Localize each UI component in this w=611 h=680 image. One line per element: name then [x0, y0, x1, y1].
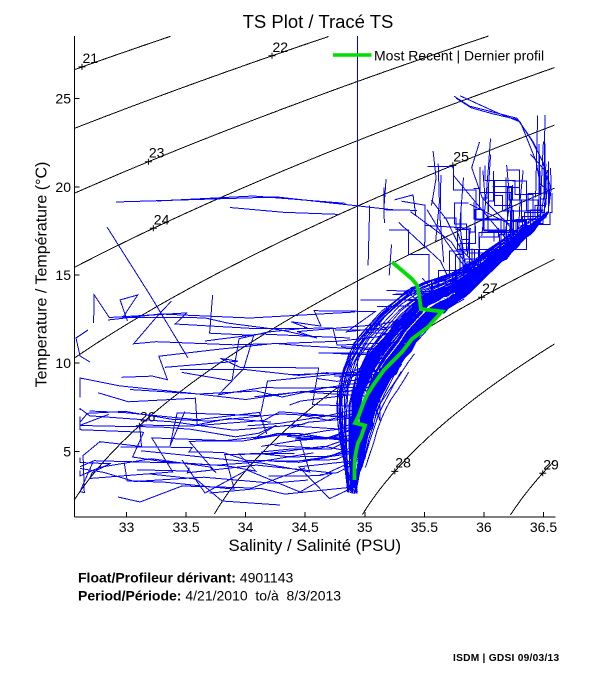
svg-text:ISDM | GDSI 09/03/13: ISDM | GDSI 09/03/13	[453, 653, 559, 664]
svg-text:23: 23	[149, 145, 165, 161]
svg-text:20: 20	[55, 179, 71, 195]
svg-text:24: 24	[154, 211, 170, 227]
svg-text:28: 28	[395, 454, 411, 470]
svg-text:Temperature / Température (°C): Temperature / Température (°C)	[34, 162, 51, 388]
svg-text:35.5: 35.5	[411, 519, 438, 535]
svg-text:33: 33	[119, 519, 135, 535]
svg-text:25: 25	[55, 91, 71, 107]
svg-text:29: 29	[543, 456, 559, 472]
svg-text:36: 36	[476, 519, 492, 535]
svg-text:21: 21	[83, 50, 99, 66]
svg-text:10: 10	[55, 355, 71, 371]
svg-text:Float/Profileur dérivant: 4901: Float/Profileur dérivant: 4901143	[78, 570, 293, 586]
svg-text:Period/Période: 4/21/2010 to/: Period/Période: 4/21/2010 to/à 8/3/2013	[78, 588, 341, 604]
svg-text:34.5: 34.5	[292, 519, 319, 535]
svg-text:Salinity / Salinité (PSU): Salinity / Salinité (PSU)	[229, 536, 402, 555]
svg-text:TS Plot / Tracé TS: TS Plot / Tracé TS	[243, 11, 394, 32]
svg-text:15: 15	[55, 267, 71, 283]
svg-text:25: 25	[453, 148, 469, 164]
svg-text:33.5: 33.5	[172, 519, 199, 535]
svg-text:34: 34	[238, 519, 254, 535]
svg-text:35: 35	[357, 519, 373, 535]
svg-text:Most Recent | Dernier profil: Most Recent | Dernier profil	[374, 48, 544, 64]
svg-text:36.5: 36.5	[530, 519, 557, 535]
svg-text:26: 26	[140, 409, 156, 425]
svg-text:27: 27	[482, 280, 498, 296]
svg-text:5: 5	[63, 444, 71, 460]
svg-text:22: 22	[273, 39, 289, 55]
